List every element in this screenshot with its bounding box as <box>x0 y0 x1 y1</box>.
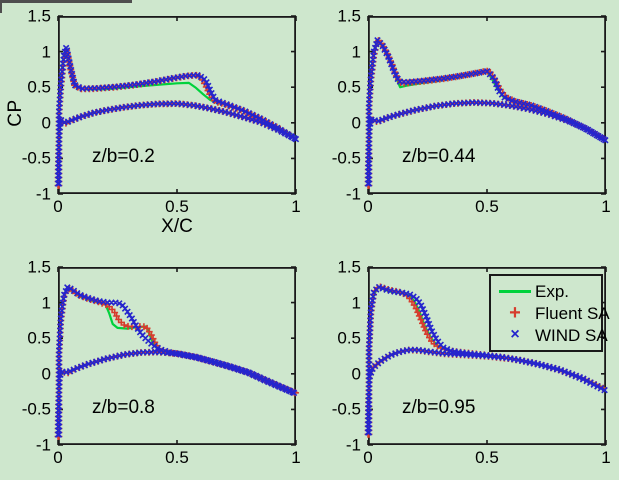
x-tick-label: 0.5 <box>475 448 499 467</box>
cp-panel-zb-0.44: z/b=0.44 1.5 1 0.5 0 -0.5 -1 0 0.5 1 <box>332 8 611 216</box>
legend-entry-fluent: + Fluent SA <box>497 302 610 324</box>
wind-sa-markers <box>54 284 298 438</box>
x-tick-label: 0.5 <box>165 197 189 216</box>
y-tick-label: -0.5 <box>21 148 51 168</box>
y-tick-label: 0 <box>351 113 361 133</box>
y-tick-label: 1 <box>351 293 361 313</box>
wind-marker-sample-cell: × <box>497 327 533 343</box>
fluent-marker-sample-cell: + <box>497 303 533 323</box>
y-tick-label: 1 <box>41 42 51 62</box>
x-marker-icon: × <box>510 326 520 343</box>
legend: Exp. + Fluent SA × WIND SA <box>489 274 610 352</box>
x-tick-label: 0.5 <box>475 197 499 216</box>
x-tick-label: 0 <box>363 197 373 216</box>
legend-label: Fluent SA <box>535 303 610 323</box>
cp-plot-zb-0.8 <box>54 266 299 446</box>
screenshot-edge-artifact <box>0 0 132 3</box>
x-tick-label: 1 <box>291 197 301 216</box>
legend-entry-wind: × WIND SA <box>497 324 607 346</box>
y-tick-label: -1 <box>35 184 51 204</box>
cp-plot-zb-0.44 <box>364 15 609 195</box>
y-tick-label: 0.5 <box>27 328 51 348</box>
legend-entry-exp: Exp. <box>497 280 593 302</box>
x-tick-label: 0 <box>53 448 63 467</box>
y-tick-label: 0 <box>41 364 51 384</box>
x-tick-label: 1 <box>601 448 611 467</box>
x-tick-label: 0 <box>53 197 63 216</box>
x-tick-label: 0.5 <box>165 448 189 467</box>
cp-panel-zb-0.8: z/b=0.8 1.5 1 0.5 0 -0.5 -1 0 0.5 1 <box>22 259 301 467</box>
legend-label: Exp. <box>535 281 570 301</box>
y-tick-label: 0.5 <box>337 328 361 348</box>
screenshot-edge-artifact <box>0 0 2 13</box>
wind-sa-markers <box>54 44 300 187</box>
exp-line-sample-cell <box>497 289 533 293</box>
cp-panel-zb-0.95: z/b=0.95 1.5 1 0.5 0 -0.5 -1 0 0.5 1 <box>332 259 611 467</box>
panel-annotation: z/b=0.2 <box>92 146 155 167</box>
y-tick-label: -0.5 <box>331 148 361 168</box>
y-tick-label: 0.5 <box>337 77 361 97</box>
y-tick-label: 1.5 <box>337 6 361 26</box>
cp-plot-zb-0.95 <box>364 266 608 446</box>
panel-annotation: z/b=0.44 <box>402 146 476 167</box>
y-tick-label: 0 <box>41 113 51 133</box>
y-tick-label: -1 <box>345 184 361 204</box>
cp-plot-zb-0.2 <box>54 15 300 195</box>
legend-label: WIND SA <box>535 325 608 345</box>
exp-line-icon <box>499 289 531 293</box>
y-tick-label: -1 <box>35 435 51 455</box>
x-tick-label: 0 <box>363 448 373 467</box>
y-tick-label: 1 <box>41 293 51 313</box>
y-tick-label: 0.5 <box>27 77 51 97</box>
x-tick-label: 1 <box>291 448 301 467</box>
y-tick-label: 1 <box>351 42 361 62</box>
y-tick-label: 1.5 <box>27 257 51 277</box>
y-tick-label: -1 <box>345 435 361 455</box>
x-axis-title: X/C <box>161 216 193 237</box>
plus-marker-icon: + <box>509 302 521 324</box>
wind-sa-markers <box>364 37 609 187</box>
y-tick-label: 1.5 <box>27 6 51 26</box>
y-tick-label: 1.5 <box>337 257 361 277</box>
panel-annotation: z/b=0.95 <box>402 397 476 418</box>
y-tick-label: 0 <box>351 364 361 384</box>
y-axis-title: CP <box>5 99 27 127</box>
y-tick-label: -0.5 <box>331 399 361 419</box>
wind-sa-markers <box>364 283 608 436</box>
cp-panel-zb-0.2: CP X/C z/b=0.2 1.5 1 0.5 0 -0.5 -1 0 0.5 1 <box>5 8 301 237</box>
y-tick-label: -0.5 <box>21 399 51 419</box>
x-tick-label: 1 <box>601 197 611 216</box>
panel-annotation: z/b=0.8 <box>92 397 155 418</box>
